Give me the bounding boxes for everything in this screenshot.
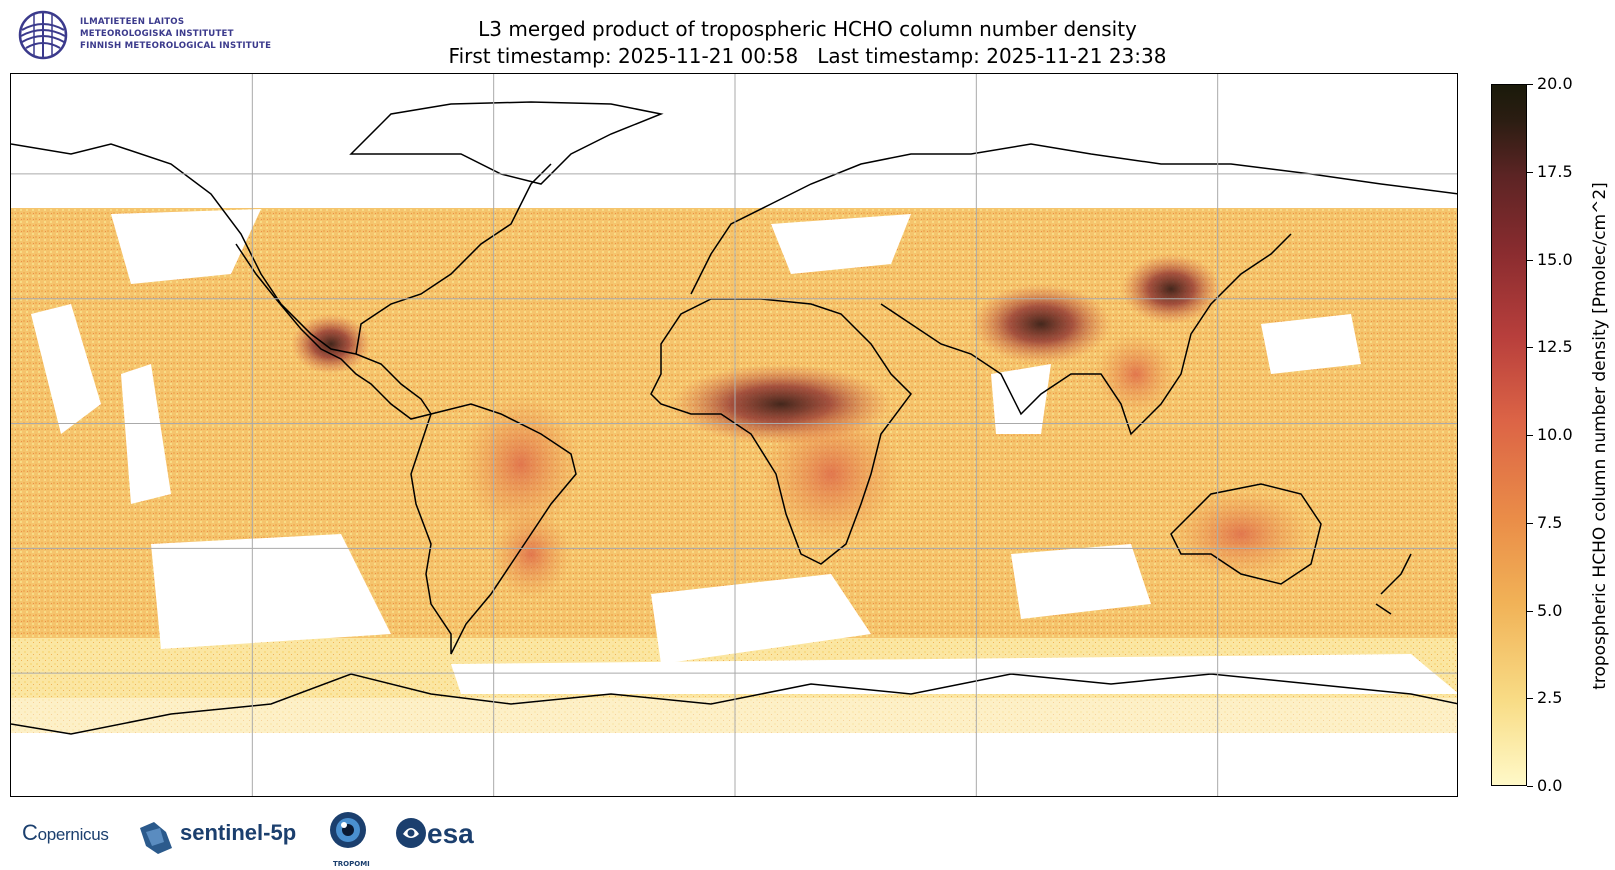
no-data-gap xyxy=(451,654,1457,694)
fmi-line-fi: ILMATIETEEN LAITOS xyxy=(80,17,185,27)
coast-south-america xyxy=(410,403,577,655)
no-data-gap xyxy=(1261,314,1361,374)
no-data-gap xyxy=(771,214,911,274)
fmi-emblem-icon xyxy=(18,10,68,60)
colorbar-tick-mark xyxy=(1527,172,1533,173)
copernicus-logo: Copernicus xyxy=(22,820,109,845)
warm-amazon xyxy=(461,394,581,534)
colorbar-tick-label: 12.5 xyxy=(1537,337,1573,356)
colorbar-label: tropospheric HCHO column number density … xyxy=(1590,182,1610,690)
coast-new-zealand xyxy=(1375,553,1412,615)
copernicus-wordmark: opernicus xyxy=(37,825,109,844)
colorbar-tick-label: 7.5 xyxy=(1537,513,1563,532)
hotspot-east-china xyxy=(1121,254,1221,324)
colorbar-tick-mark xyxy=(1527,698,1533,699)
coast-africa xyxy=(650,298,912,565)
no-data-gap xyxy=(111,209,261,284)
world-map xyxy=(11,74,1457,796)
coast-greenland xyxy=(349,101,664,185)
fmi-wordmark: ILMATIETEEN LAITOS METEOROLOGISKA INSTIT… xyxy=(80,16,271,52)
sentinel-5p-wordmark: sentinel-5p xyxy=(180,820,297,845)
warm-se-asia xyxy=(1096,334,1176,414)
coast-antarctica xyxy=(11,673,1457,735)
colorbar-tick-mark xyxy=(1527,435,1533,436)
colorbar-tick-mark xyxy=(1527,347,1533,348)
no-data-gap xyxy=(1011,544,1151,619)
coast-eurasia-north xyxy=(690,143,1457,295)
warm-australia xyxy=(1171,489,1311,579)
coastlines xyxy=(11,101,1457,735)
no-data-gap xyxy=(651,574,871,664)
fmi-line-sv: METEOROLOGISKA INSTITUTET xyxy=(80,29,234,39)
colorbar-tick-mark xyxy=(1527,523,1533,524)
sentinel-satellite-icon xyxy=(140,822,172,854)
tropomi-eye-icon xyxy=(330,812,366,848)
colorbar-tick-mark xyxy=(1527,786,1533,787)
hotspot-north-india xyxy=(971,284,1111,364)
map-title: L3 merged product of tropospheric HCHO c… xyxy=(300,16,1315,70)
fmi-line-en: FINNISH METEOROLOGICAL INSTITUTE xyxy=(80,41,272,51)
warm-brazil-south xyxy=(491,509,571,599)
title-line-product: L3 merged product of tropospheric HCHO c… xyxy=(478,17,1137,41)
colorbar xyxy=(1491,84,1527,786)
colorbar-tick-label: 5.0 xyxy=(1537,601,1563,620)
tropomi-wordmark: TROPOMI xyxy=(333,860,370,868)
colorbar-tick-label: 20.0 xyxy=(1537,74,1573,93)
colorbar-tick-label: 10.0 xyxy=(1537,425,1573,444)
colorbar-tick-mark xyxy=(1527,260,1533,261)
coast-north-america-east xyxy=(355,163,552,355)
map-panel xyxy=(10,73,1458,797)
graticule xyxy=(11,74,1457,796)
warm-southern-africa xyxy=(761,404,901,544)
fmi-logo: ILMATIETEEN LAITOS METEOROLOGISKA INSTIT… xyxy=(18,10,318,66)
colorbar-tick-mark xyxy=(1527,611,1533,612)
hotspot-mexico xyxy=(291,314,371,374)
esa-wordmark: esa xyxy=(427,818,474,849)
colorbar-tick-label: 15.0 xyxy=(1537,250,1573,269)
partner-logos: Copernicus sentinel-5p TROPOMI esa xyxy=(22,808,502,868)
no-data-gap xyxy=(31,304,101,434)
coast-australia xyxy=(1170,483,1322,585)
no-data-gap xyxy=(151,534,391,649)
coast-north-america-west xyxy=(11,143,433,420)
title-line-timestamps: First timestamp: 2025-11-21 00:58 Last t… xyxy=(448,44,1167,68)
esa-emblem-icon xyxy=(396,818,426,848)
colorbar-tick-mark xyxy=(1527,84,1533,85)
no-data-gap xyxy=(121,364,171,504)
no-data-gap xyxy=(991,364,1051,434)
colorbar-tick-label: 2.5 xyxy=(1537,688,1563,707)
colorbar-tick-label: 0.0 xyxy=(1537,776,1563,795)
colorbar-tick-label: 17.5 xyxy=(1537,162,1573,181)
